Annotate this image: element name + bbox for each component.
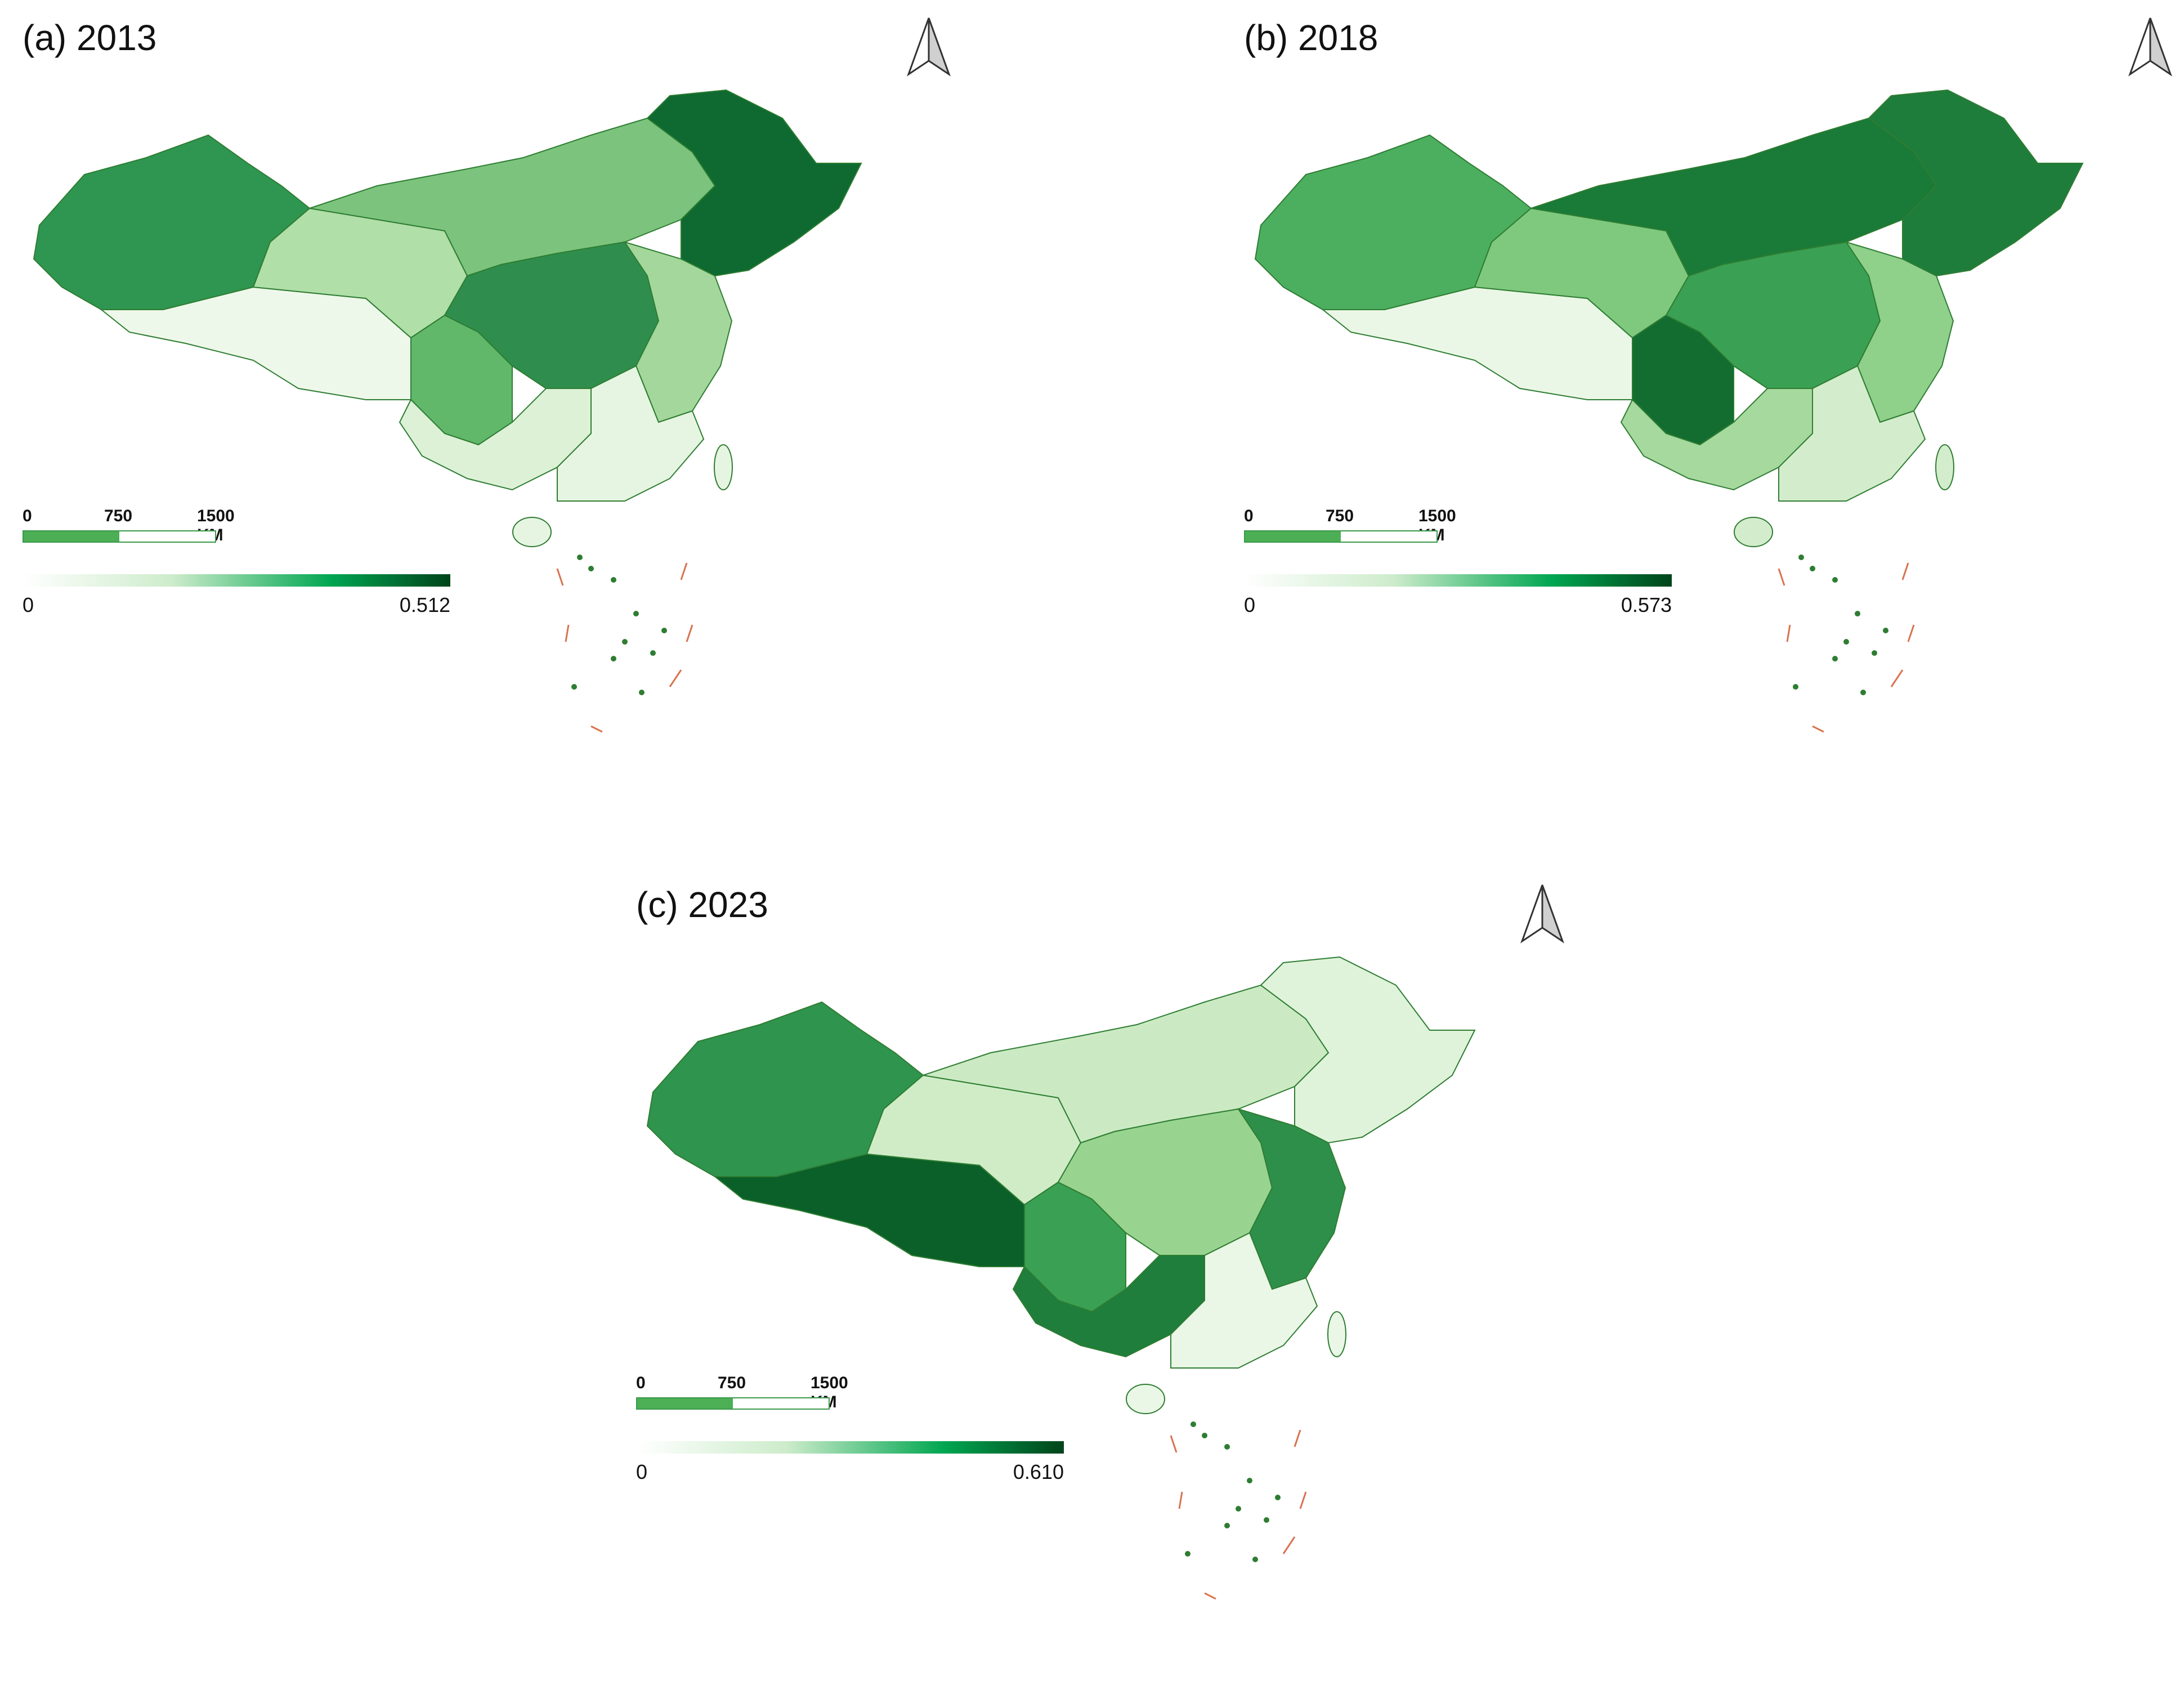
island-dot bbox=[1832, 656, 1838, 661]
scale-label-zero: 0 bbox=[23, 507, 32, 525]
boundary-dash bbox=[1204, 1592, 1216, 1600]
island-dot bbox=[622, 639, 628, 645]
island-dot bbox=[1202, 1433, 1207, 1438]
boundary-dash bbox=[1299, 1491, 1307, 1509]
island-dot bbox=[1832, 577, 1838, 583]
island-dot bbox=[1275, 1495, 1281, 1500]
island-dot bbox=[1252, 1557, 1258, 1562]
choropleth-map bbox=[33, 89, 862, 733]
region-hainan bbox=[512, 517, 552, 547]
boundary-dash bbox=[1907, 624, 1915, 642]
boundary-dash bbox=[1294, 1429, 1301, 1447]
boundary-dash bbox=[1178, 1491, 1183, 1509]
scale-label-mid: 750 bbox=[104, 507, 133, 525]
north-arrow-icon bbox=[1520, 884, 1564, 944]
scale-label-mid: 750 bbox=[1326, 507, 1354, 525]
color-legend: 0 0.610 bbox=[636, 1441, 1069, 1492]
scale-bar: 0 750 1500 KM bbox=[636, 1374, 848, 1419]
island-dot bbox=[1798, 555, 1804, 560]
scale-bar-graphic bbox=[23, 530, 216, 543]
legend-max-label: 0.610 bbox=[1013, 1460, 1064, 1483]
region-coast bbox=[1170, 1232, 1318, 1369]
legend-color-ramp bbox=[636, 1441, 1064, 1454]
island-dot bbox=[1224, 1523, 1230, 1528]
island-dot bbox=[1224, 1444, 1230, 1450]
boundary-dash bbox=[669, 669, 682, 687]
island-dot bbox=[611, 577, 616, 583]
panel-title: (a) 2013 bbox=[23, 17, 157, 58]
region-hainan bbox=[1734, 517, 1773, 547]
island-dot bbox=[1793, 684, 1798, 690]
legend-min-label: 0 bbox=[1244, 593, 1256, 616]
legend-color-ramp bbox=[1244, 574, 1672, 587]
island-dot bbox=[577, 555, 583, 560]
island-dot bbox=[571, 684, 577, 690]
region-northeast bbox=[1260, 956, 1476, 1144]
island-dot bbox=[588, 566, 594, 571]
island-dot bbox=[1236, 1506, 1241, 1512]
boundary-dash bbox=[590, 725, 603, 733]
legend-max-label: 0.573 bbox=[1621, 593, 1672, 616]
boundary-dash bbox=[1812, 725, 1824, 733]
island-dot bbox=[1855, 611, 1860, 616]
legend-min-label: 0 bbox=[23, 593, 34, 616]
region-coast bbox=[1778, 365, 1926, 502]
boundary-dash bbox=[686, 624, 693, 642]
region-tibet bbox=[1321, 286, 1633, 400]
boundary-dash bbox=[1901, 562, 1909, 580]
color-legend: 0 0.512 bbox=[23, 574, 456, 625]
legend-color-ramp bbox=[23, 574, 450, 587]
region-taiwan bbox=[714, 444, 733, 490]
scale-bar-graphic bbox=[636, 1397, 830, 1410]
panel-title: (b) 2018 bbox=[1244, 17, 1379, 58]
island-dot bbox=[639, 690, 645, 695]
scale-bar-graphic bbox=[1244, 530, 1438, 543]
panel-title: (c) 2023 bbox=[636, 884, 768, 925]
boundary-dash bbox=[565, 624, 570, 642]
scale-label-zero: 0 bbox=[1244, 507, 1254, 525]
island-dot bbox=[1810, 566, 1815, 571]
island-dot bbox=[1191, 1421, 1196, 1427]
map-panel-2018: (b) 2018 0 750 1500 KM 0 0.573 bbox=[1238, 11, 2172, 811]
island-dot bbox=[633, 611, 639, 616]
boundary-dash bbox=[1282, 1536, 1296, 1554]
boundary-dash bbox=[556, 568, 564, 586]
region-hainan bbox=[1126, 1384, 1165, 1414]
island-dot bbox=[1843, 639, 1849, 645]
map-panel-2013: (a) 2013 0 750 1500 KM 0 0.512 bbox=[17, 11, 951, 811]
region-tibet bbox=[100, 286, 411, 400]
island-dot bbox=[1860, 690, 1866, 695]
boundary-dash bbox=[1170, 1435, 1178, 1453]
island-dot bbox=[1247, 1478, 1252, 1483]
island-dot bbox=[661, 628, 667, 633]
boundary-dash bbox=[1786, 624, 1791, 642]
north-arrow-icon bbox=[2128, 17, 2172, 77]
island-dot bbox=[1185, 1551, 1191, 1557]
region-coast bbox=[557, 365, 705, 502]
boundary-dash bbox=[680, 562, 688, 580]
choropleth-map bbox=[1254, 89, 2084, 733]
choropleth-map bbox=[646, 956, 1476, 1600]
color-legend: 0 0.573 bbox=[1244, 574, 1677, 625]
boundary-dash bbox=[1890, 669, 1904, 687]
island-dot bbox=[1872, 650, 1877, 656]
island-dot bbox=[1883, 628, 1888, 633]
legend-min-label: 0 bbox=[636, 1460, 648, 1483]
scale-label-mid: 750 bbox=[718, 1374, 746, 1392]
map-panel-2023: (c) 2023 0 750 1500 KM 0 0.610 bbox=[630, 878, 1564, 1678]
scale-bar: 0 750 1500 KM bbox=[23, 507, 235, 552]
scale-bar: 0 750 1500 KM bbox=[1244, 507, 1456, 552]
scale-label-zero: 0 bbox=[636, 1374, 646, 1392]
island-dot bbox=[1264, 1517, 1269, 1523]
region-northeast bbox=[646, 89, 862, 277]
island-dot bbox=[650, 650, 656, 656]
island-dot bbox=[611, 656, 616, 661]
region-tibet bbox=[713, 1153, 1025, 1267]
north-arrow-icon bbox=[907, 17, 951, 77]
region-northeast bbox=[1868, 89, 2084, 277]
boundary-dash bbox=[1778, 568, 1785, 586]
region-taiwan bbox=[1935, 444, 1954, 490]
legend-max-label: 0.512 bbox=[399, 593, 450, 616]
region-taiwan bbox=[1327, 1311, 1346, 1357]
